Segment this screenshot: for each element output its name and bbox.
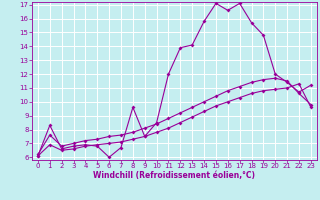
X-axis label: Windchill (Refroidissement éolien,°C): Windchill (Refroidissement éolien,°C) — [93, 171, 255, 180]
